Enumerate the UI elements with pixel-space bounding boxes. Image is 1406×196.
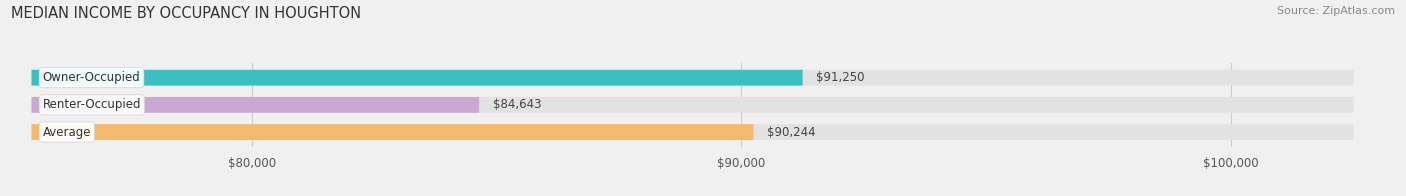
Text: MEDIAN INCOME BY OCCUPANCY IN HOUGHTON: MEDIAN INCOME BY OCCUPANCY IN HOUGHTON [11, 6, 361, 21]
Text: $84,643: $84,643 [494, 98, 541, 111]
Text: Owner-Occupied: Owner-Occupied [42, 71, 141, 84]
Text: Average: Average [42, 126, 91, 139]
FancyBboxPatch shape [31, 97, 479, 113]
Text: Source: ZipAtlas.com: Source: ZipAtlas.com [1277, 6, 1395, 16]
FancyBboxPatch shape [31, 124, 754, 140]
Text: $90,244: $90,244 [768, 126, 815, 139]
FancyBboxPatch shape [31, 97, 1354, 113]
FancyBboxPatch shape [31, 70, 1354, 86]
FancyBboxPatch shape [31, 70, 803, 86]
FancyBboxPatch shape [31, 124, 1354, 140]
Text: $91,250: $91,250 [817, 71, 865, 84]
Text: Renter-Occupied: Renter-Occupied [42, 98, 141, 111]
